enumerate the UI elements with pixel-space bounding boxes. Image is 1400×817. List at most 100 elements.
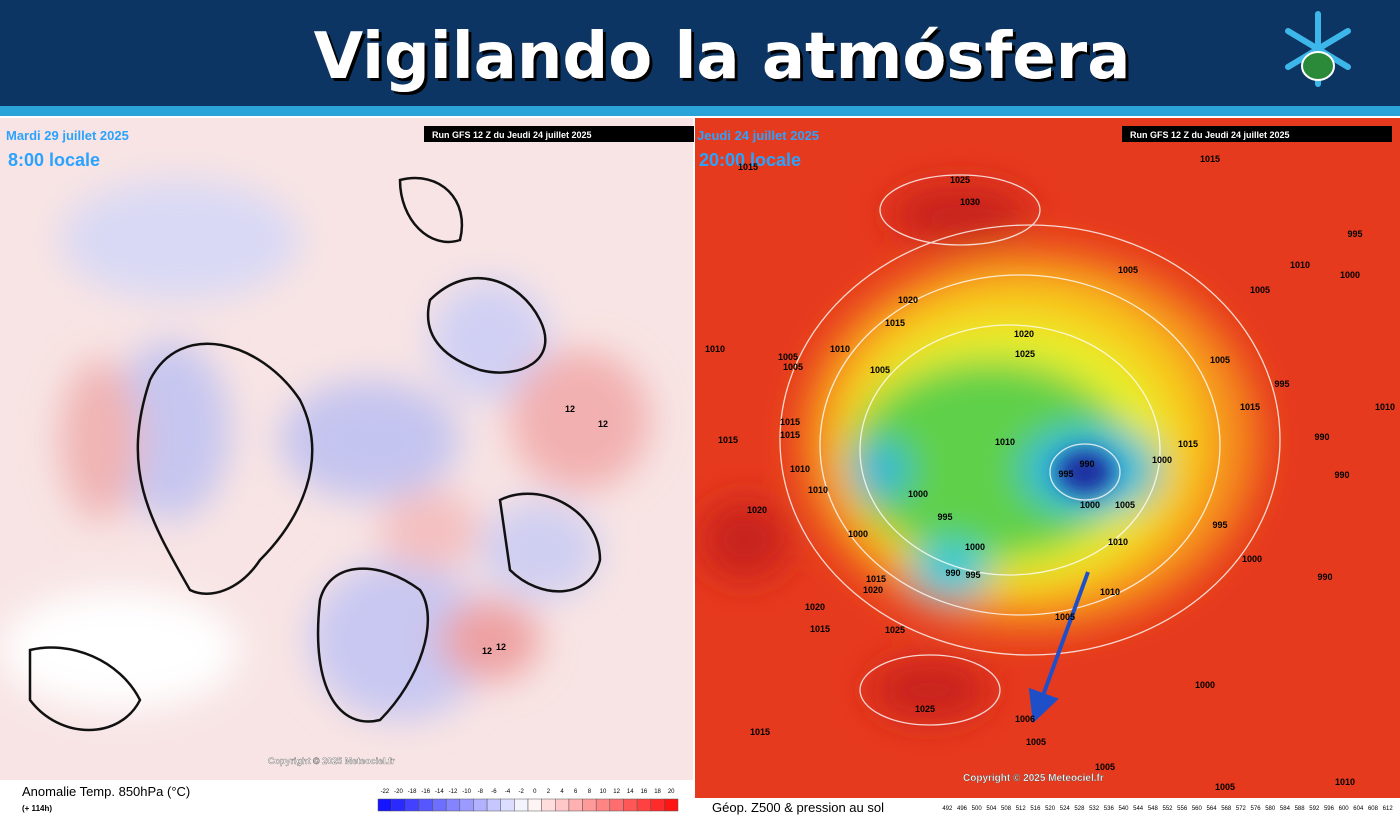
run-box: [424, 126, 694, 142]
scale-label: 8: [588, 789, 592, 795]
isobar-label: 1020: [747, 505, 767, 515]
scale-label: 508: [1001, 806, 1012, 812]
scale-label: -20: [394, 789, 403, 795]
isobar-label: 1005: [1210, 355, 1230, 365]
run-box: [1122, 126, 1392, 142]
isobar-label: 995: [1058, 469, 1073, 479]
scale-swatch: [500, 798, 515, 812]
scale-swatch: [595, 798, 611, 812]
isobar-label: 1010: [1375, 402, 1395, 412]
isobar-label: 1025: [885, 625, 905, 635]
isobar-label: 1015: [750, 727, 770, 737]
isobar-label: 1010: [1290, 260, 1310, 270]
scale-label: 528: [1074, 806, 1085, 812]
isobar-label: 1015: [1200, 154, 1220, 164]
scale-label: 496: [957, 806, 968, 812]
scale-label: 20: [668, 789, 675, 795]
left-map: [0, 118, 693, 780]
logo: [1285, 11, 1351, 87]
scale-swatch: [623, 798, 638, 812]
isobar-label: 1010: [830, 344, 850, 354]
scale-label: 500: [972, 806, 983, 812]
scale-label: 492: [942, 806, 953, 812]
isobar-label: 1010: [1108, 537, 1128, 547]
isobar-label: 1015: [1178, 439, 1198, 449]
isobar-label: 1025: [950, 175, 970, 185]
scale-label: 568: [1221, 806, 1232, 812]
isobar-label: 995: [1212, 520, 1227, 530]
isobar-label: 1005: [1026, 737, 1046, 747]
scale-label: 552: [1162, 806, 1173, 812]
isobar-label: 1005: [1115, 500, 1135, 510]
scale-swatch: [405, 798, 420, 812]
scale-label: 16: [641, 789, 648, 795]
isobar-label: 1015: [810, 624, 830, 634]
scale-label: 512: [1016, 806, 1027, 812]
scale-swatch: [473, 798, 488, 812]
copyright: Copyright © 2025 Meteociel.fr: [963, 773, 1104, 784]
scale-swatch: [514, 798, 529, 812]
scale-label: 18: [654, 789, 661, 795]
isobar-label: 1010: [1335, 777, 1355, 787]
isobar-label: 1005: [783, 362, 803, 372]
scale-label: -2: [519, 789, 525, 795]
isobar-label: 995: [937, 512, 952, 522]
scale-label: 556: [1177, 806, 1188, 812]
isobar-label: 1000: [1152, 455, 1172, 465]
scale-label: 4: [560, 789, 564, 795]
isobar-label: 1010: [808, 485, 828, 495]
scale-swatch: [486, 798, 501, 812]
scale-label: 10: [600, 789, 607, 795]
scale-label: 520: [1045, 806, 1056, 812]
isobar-label: 1005: [1055, 612, 1075, 622]
isobar-label: 1000: [1340, 270, 1360, 280]
scale-label: 600: [1339, 806, 1350, 812]
contour-label: 12: [482, 646, 492, 656]
isobar-label: 990: [1079, 459, 1094, 469]
isobar-label: 1015: [780, 417, 800, 427]
scale-label: -22: [380, 789, 389, 795]
isobar-label: 1015: [885, 318, 905, 328]
scale-label: 524: [1060, 806, 1071, 812]
isobar-label: 1020: [1014, 329, 1034, 339]
scale-label: 540: [1118, 806, 1129, 812]
scale-label: -12: [449, 789, 458, 795]
isobar-label: 1000: [1242, 554, 1262, 564]
lead: (+ 114h): [22, 804, 52, 813]
scale-swatch: [541, 798, 556, 812]
scale-label: 580: [1265, 806, 1276, 812]
isobar-label: 1025: [915, 704, 935, 714]
scale-label: 584: [1280, 806, 1291, 812]
scale-label: 564: [1207, 806, 1218, 812]
scale-swatch: [432, 798, 447, 812]
isobar-label: 1030: [960, 197, 980, 207]
run-label: Run GFS 12 Z du Jeudi 24 juillet 2025: [1130, 130, 1290, 140]
isobar-label: 1015: [1240, 402, 1260, 412]
isobar-label: 1000: [848, 529, 868, 539]
isobar-label: 1015: [738, 162, 758, 172]
isobar-label: 1015: [866, 574, 886, 584]
isobar-label: 1006: [1015, 714, 1035, 724]
header-stripe: [0, 106, 1400, 116]
date: Jeudi 24 juillet 2025: [697, 128, 819, 143]
isobar-label: 1000: [1195, 680, 1215, 690]
caption: Géop. Z500 & pression au sol: [712, 800, 884, 815]
isobar-label: 1000: [1080, 500, 1100, 510]
isobar-label: 1005: [1095, 762, 1115, 772]
scale-label: 592: [1309, 806, 1320, 812]
isobar-label: 1015: [780, 430, 800, 440]
scale-label: 576: [1251, 806, 1262, 812]
isobar-label: 1005: [1250, 285, 1270, 295]
scale-swatch: [664, 798, 679, 812]
isobar-label: 1020: [898, 295, 918, 305]
scale-label: -10: [462, 789, 471, 795]
scale-label: 2: [547, 789, 551, 795]
scale-label: 504: [986, 806, 997, 812]
scale-swatch: [418, 798, 433, 812]
scale-label: 608: [1368, 806, 1379, 812]
scale-label: 544: [1133, 806, 1144, 812]
isobar-label: 1025: [1015, 349, 1035, 359]
scale-swatch: [391, 798, 406, 812]
scale-label: 560: [1192, 806, 1203, 812]
